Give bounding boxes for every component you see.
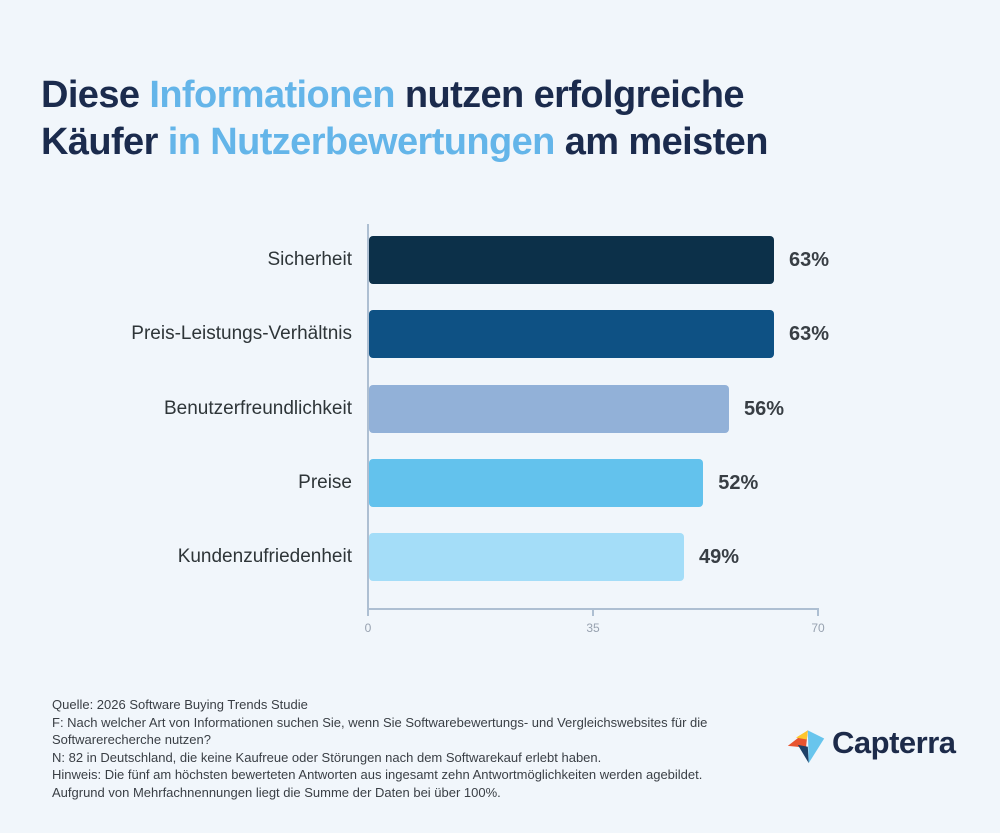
footnote-line: Quelle: 2026 Software Buying Trends Stud…	[52, 697, 308, 712]
bar	[369, 533, 684, 582]
footnote-line: Aufgrund von Mehrfachnennungen liegt die…	[52, 784, 501, 800]
bar	[369, 458, 704, 507]
bar	[369, 236, 774, 284]
bar	[369, 310, 774, 359]
category-label: Sicherheit	[267, 249, 353, 270]
category-label: Preis-Leistungs-Verhältnis	[131, 323, 352, 345]
chart-row: Sicherheit 63%	[0, 236, 1000, 284]
category-label: Kundenzufriedenheit	[177, 546, 352, 568]
value-label: 52%	[718, 471, 759, 494]
chart-row: Benutzerfreundlichkeit 56%	[0, 384, 1000, 433]
page-title: Diese Informationen nutzen erfolgreiche K…	[41, 72, 768, 166]
title-text: am meisten	[554, 121, 769, 163]
bar-chart: Sicherheit 63% Preis-Leistungs-Verhältnis 6…	[0, 224, 1000, 656]
value-label: 63%	[789, 249, 830, 271]
title-line: Diese Informationen nutzen erfolgreiche	[41, 72, 768, 119]
title-accent-text: Informationen	[149, 74, 395, 116]
logo-mark-yellow-triangle	[796, 730, 808, 740]
category-label: Preise	[298, 471, 352, 493]
x-axis-tick-mark	[367, 608, 369, 616]
title-line: Käufer in Nutzerbewertungen am meisten	[41, 119, 768, 166]
title-text: nutzen erfolgreiche	[394, 74, 745, 116]
category-label: Benutzerfreundlichkeit	[164, 397, 352, 419]
logo-mark-lightblue-triangle	[807, 730, 825, 764]
value-label: 63%	[789, 323, 830, 346]
x-axis-tick-label: 0	[364, 621, 372, 635]
chart-row: Preis-Leistungs-Verhältnis 63%	[0, 310, 1000, 359]
footnote-line: Softwarerecherche nutzen?	[52, 732, 211, 747]
title-text: Diese	[41, 74, 150, 116]
footnote-line: F: Nach welcher Art von Informationen su…	[52, 714, 708, 730]
title-accent-text: in Nutzerbewertungen	[167, 121, 556, 163]
x-axis-tick-label: 70	[811, 621, 825, 635]
footnote-line: N: 82 in Deutschland, die keine Kaufreue…	[52, 749, 602, 765]
x-axis-tick-mark	[592, 608, 594, 616]
logo-mark-navy-triangle	[797, 744, 809, 764]
x-axis-tick-label: 35	[586, 621, 600, 635]
capterra-logo-mark	[787, 730, 825, 764]
capterra-wordmark: Capterra	[832, 725, 956, 760]
chart-row: Kundenzufriedenheit 49%	[0, 533, 1000, 582]
value-label: 49%	[699, 546, 740, 569]
chart-row: Preise 52%	[0, 458, 1000, 507]
bar	[369, 384, 729, 433]
title-text: Käufer	[41, 121, 168, 163]
y-axis-line	[367, 224, 369, 615]
x-axis-tick-mark	[817, 608, 819, 616]
footnote-line: Hinweis: Die fünf am höchsten bewerteten…	[52, 767, 703, 782]
source-footnote: Quelle: 2026 Software Buying Trends Stud…	[52, 696, 707, 801]
value-label: 56%	[744, 397, 785, 420]
